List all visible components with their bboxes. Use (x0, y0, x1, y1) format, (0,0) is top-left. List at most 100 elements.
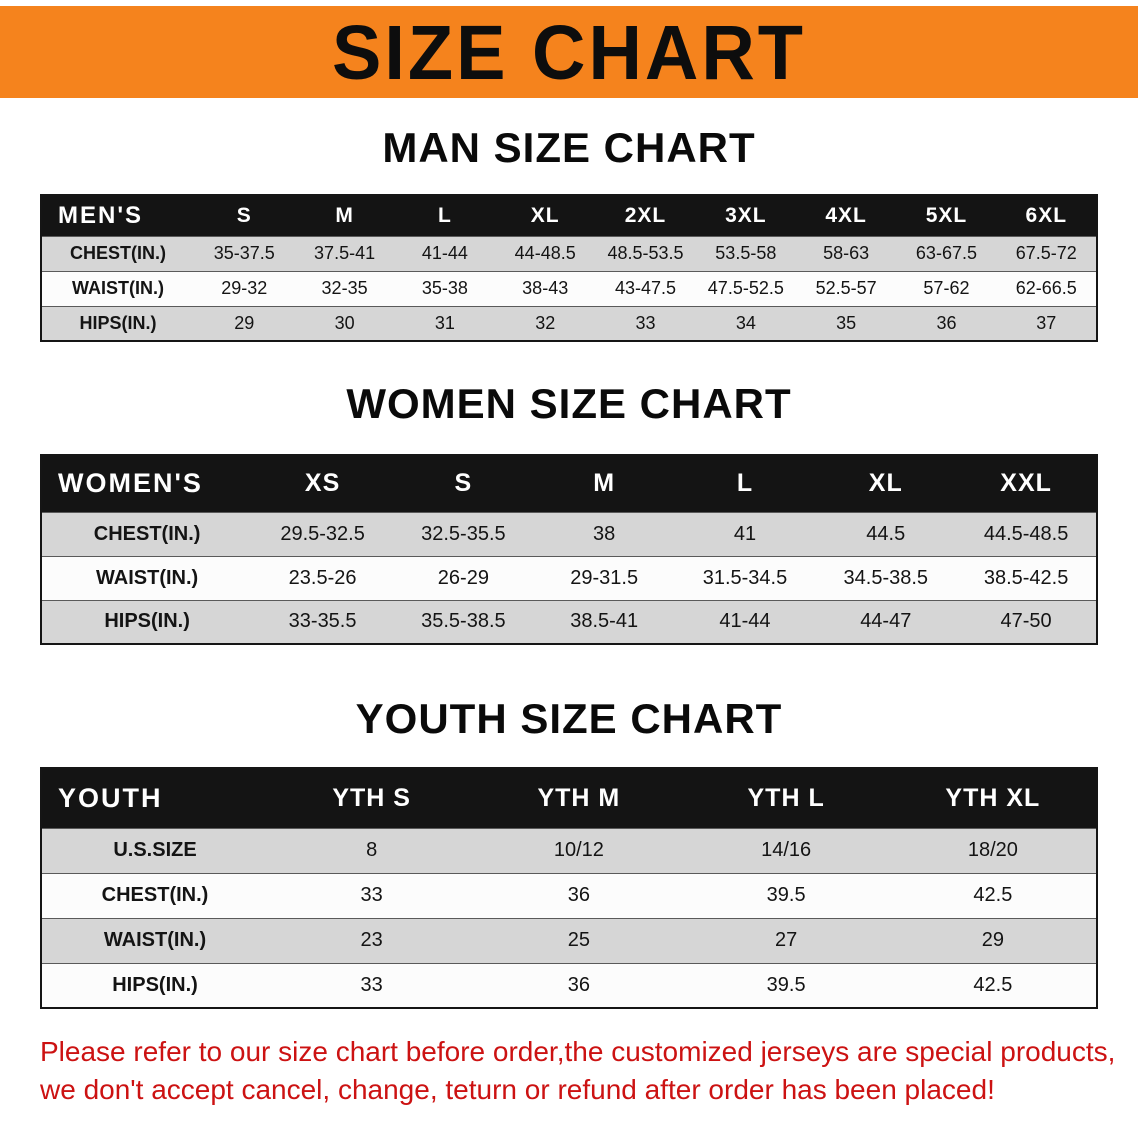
row-label: HIPS(IN.) (79, 312, 157, 333)
size-value-cell: 44-47 (860, 610, 912, 633)
men-size-table: MEN'S S M L XL 2XL 3XL 4XL 5XL 6XL CHEST(IN.) 35-37… (40, 194, 1098, 342)
men-row-waist-in: WAIST(IN.) 29-32 32-35 35-38 38-43 43-47.5 47.… (41, 271, 1097, 306)
youth-size-table-container: YOUTH YTH S YTH M YTH L YTH XL U.S.SIZE 8 10/12… (40, 767, 1098, 1009)
size-value-cell: 33 (360, 973, 383, 996)
size-value-cell: 23.5-26 (288, 566, 357, 589)
women-size-column-header: XL (815, 455, 957, 512)
youth-size-table: YOUTH YTH S YTH M YTH L YTH XL U.S.SIZE 8 10/12… (40, 767, 1098, 1009)
size-value-cell: 52.5-57 (815, 278, 877, 298)
women-size-column-header: S (392, 455, 534, 512)
youth-size-column-header: YTH L (682, 768, 890, 828)
women-row-waist-in: WAIST(IN.) 23.5-26 26-29 29-31.5 31.5-34.5 34… (41, 556, 1097, 600)
size-value-cell: 39.5 (766, 973, 806, 996)
size-value-cell: 25 (567, 929, 590, 951)
size-value-cell: 14/16 (761, 839, 812, 861)
page-title: SIZE CHART (332, 8, 806, 96)
row-label: HIPS(IN.) (112, 973, 198, 996)
men-section: MAN SIZE CHART MEN'S S M L XL 2XL 3XL 4XL 5XL 6XL… (0, 124, 1138, 342)
youth-section-heading: YOUTH SIZE CHART (355, 695, 783, 742)
women-header-row: WOMEN'S XS S M L XL XXL (41, 455, 1097, 512)
men-size-column-header: 4XL (795, 195, 897, 236)
size-value-cell: 33 (635, 312, 656, 333)
row-label: CHEST(IN.) (101, 884, 209, 906)
youth-row-chest-in: CHEST(IN.) 33 36 39.5 42.5 (41, 873, 1097, 918)
youth-size-column-header: YTH M (475, 768, 683, 828)
women-size-column-header: XS (252, 455, 393, 512)
size-value-cell: 42.5 (973, 884, 1013, 906)
row-label: WAIST(IN.) (95, 566, 199, 589)
size-value-cell: 57-62 (923, 278, 970, 298)
men-size-column-header: 5XL (896, 195, 997, 236)
men-size-column-header: S (194, 195, 295, 236)
size-value-cell: 31.5-34.5 (702, 566, 788, 589)
disclaimer-line-2: we don't accept cancel, change, teturn o… (40, 1074, 995, 1105)
youth-size-column-header: YTH XL (889, 768, 1097, 828)
size-value-cell: 29 (981, 929, 1004, 951)
men-size-column-header: XL (495, 195, 596, 236)
men-size-column-header: M (294, 195, 395, 236)
size-value-cell: 35.5-38.5 (421, 610, 506, 633)
women-section: WOMEN SIZE CHART WOMEN'S XS S M L XL XXL CHEST(… (0, 380, 1138, 645)
youth-size-column-header: YTH S (268, 768, 476, 828)
size-value-cell: 29-32 (221, 278, 268, 298)
row-label: WAIST(IN.) (103, 929, 207, 951)
men-section-heading: MAN SIZE CHART (382, 124, 756, 171)
size-value-cell: 38.5-42.5 (983, 566, 1069, 589)
size-value-cell: 35 (836, 312, 857, 333)
men-table-title: MEN'S (41, 195, 195, 236)
youth-row-waist-in: WAIST(IN.) 23 25 27 29 (41, 918, 1097, 963)
size-value-cell: 35-38 (421, 278, 468, 298)
row-label: U.S.SIZE (113, 839, 197, 861)
size-value-cell: 67.5-72 (1015, 243, 1077, 263)
size-value-cell: 41 (733, 522, 757, 545)
men-size-column-header: 3XL (695, 195, 796, 236)
women-section-heading: WOMEN SIZE CHART (346, 380, 792, 427)
men-header-row: MEN'S S M L XL 2XL 3XL 4XL 5XL 6XL (41, 195, 1097, 236)
youth-section: YOUTH SIZE CHART YOUTH YTH S YTH M YTH L YTH… (0, 695, 1138, 1009)
row-label: CHEST(IN.) (93, 522, 201, 545)
size-value-cell: 27 (774, 929, 798, 951)
size-value-cell: 26-29 (437, 566, 489, 589)
size-value-cell: 48.5-53.5 (607, 243, 684, 263)
men-size-column-header: 2XL (595, 195, 696, 236)
women-size-column-header: L (674, 455, 816, 512)
size-chart-page: SIZE CHART MAN SIZE CHART MEN'S S M L XL 2XL 3… (0, 6, 1138, 1109)
size-value-cell: 41-44 (421, 243, 468, 263)
size-value-cell: 18/20 (967, 839, 1018, 861)
size-value-cell: 8 (366, 839, 378, 861)
size-value-cell: 36 (936, 312, 957, 333)
row-label: CHEST(IN.) (70, 243, 167, 263)
youth-header-row: YOUTH YTH S YTH M YTH L YTH XL (41, 768, 1097, 828)
size-value-cell: 36 (567, 884, 590, 906)
size-value-cell: 38.5-41 (570, 610, 639, 633)
size-value-cell: 39.5 (766, 884, 806, 906)
women-table-title: WOMEN'S (41, 455, 253, 512)
size-value-cell: 44-48.5 (514, 243, 576, 263)
men-size-column-header: L (394, 195, 496, 236)
size-value-cell: 31 (434, 312, 455, 333)
size-value-cell: 32-35 (321, 278, 368, 298)
size-value-cell: 44.5 (866, 522, 906, 545)
size-value-cell: 10/12 (553, 839, 604, 861)
youth-table-title: YOUTH (41, 768, 269, 828)
size-value-cell: 41-44 (719, 610, 771, 633)
size-value-cell: 32.5-35.5 (421, 522, 506, 545)
men-row-hips-in: HIPS(IN.) 29 30 31 32 33 34 35 36 37 (41, 306, 1097, 341)
women-size-column-header: M (533, 455, 675, 512)
size-value-cell: 32 (535, 312, 556, 333)
size-value-cell: 42.5 (973, 973, 1013, 996)
title-banner: SIZE CHART (0, 6, 1138, 98)
size-value-cell: 35-37.5 (213, 243, 275, 263)
men-row-chest-in: CHEST(IN.) 35-37.5 37.5-41 41-44 44-48.5 48.5… (41, 236, 1097, 271)
women-size-column-header: XXL (956, 455, 1097, 512)
size-value-cell: 30 (334, 312, 355, 333)
size-value-cell: 38-43 (522, 278, 569, 298)
size-value-cell: 58-63 (823, 243, 870, 263)
disclaimer: Please refer to our size chart before or… (40, 1033, 1118, 1109)
size-value-cell: 63-67.5 (915, 243, 977, 263)
size-value-cell: 33 (360, 884, 383, 906)
size-value-cell: 29-31.5 (570, 566, 639, 589)
size-value-cell: 38 (593, 522, 616, 545)
women-row-hips-in: HIPS(IN.) 33-35.5 35.5-38.5 38.5-41 41-44 44-… (41, 600, 1097, 644)
size-value-cell: 37.5-41 (314, 243, 376, 263)
